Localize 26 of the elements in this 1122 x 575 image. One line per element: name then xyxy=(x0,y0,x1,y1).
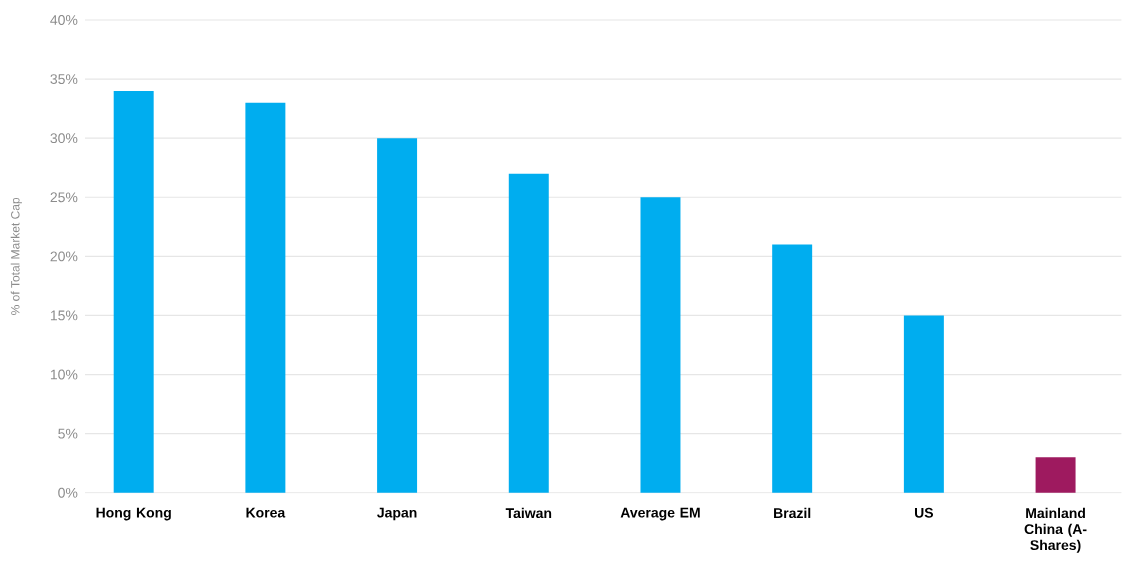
bar xyxy=(113,91,154,493)
y-tick-label: 40% xyxy=(50,15,78,26)
y-tick-label: 10% xyxy=(50,369,78,380)
bar xyxy=(640,197,681,493)
x-tick-label: Hong Kong xyxy=(96,507,171,521)
bar xyxy=(377,138,418,493)
y-tick-label: 30% xyxy=(50,133,78,144)
x-tick-label: Mainland China (A-Shares) xyxy=(1024,507,1087,553)
y-axis-title: % of Total Market Cap xyxy=(10,198,22,316)
y-tick-label: 5% xyxy=(58,428,78,439)
x-tick-label: Japan xyxy=(377,507,417,521)
bar xyxy=(772,244,813,493)
y-tick-label: 35% xyxy=(50,74,78,85)
y-tick-label: 15% xyxy=(50,310,78,321)
bar xyxy=(508,173,549,493)
x-tick-label: Taiwan xyxy=(505,507,552,519)
x-tick-label: Brazil xyxy=(774,507,811,519)
y-tick-label: 0% xyxy=(58,487,78,498)
bar xyxy=(903,315,944,493)
y-tick-label: 20% xyxy=(50,251,78,262)
bar xyxy=(245,102,286,493)
x-tick-label: Korea xyxy=(246,507,286,518)
x-tick-label: US xyxy=(915,507,934,518)
y-tick-label: 25% xyxy=(50,192,78,203)
x-tick-label: Average EM xyxy=(620,507,700,521)
bar xyxy=(1035,457,1076,493)
